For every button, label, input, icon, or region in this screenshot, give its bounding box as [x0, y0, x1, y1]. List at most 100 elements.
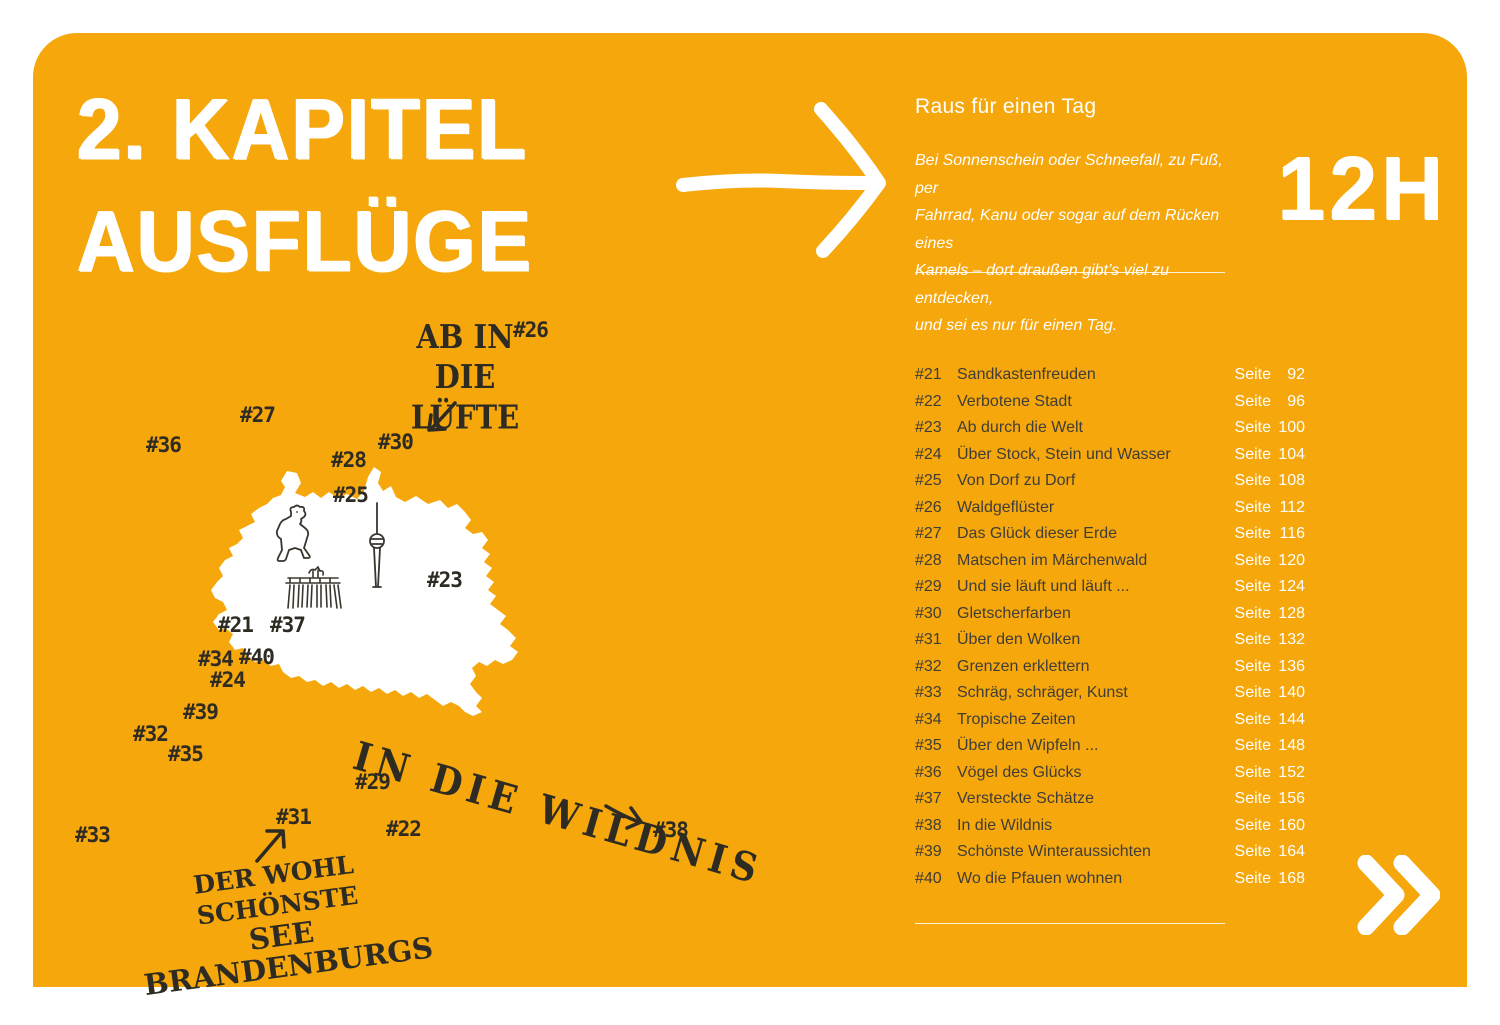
toc-row[interactable]: #21 Sandkastenfreuden Seite 92 — [915, 362, 1305, 389]
toc-page-number: 164 — [1278, 843, 1305, 860]
toc-page-number: 140 — [1278, 684, 1305, 701]
toc-page-word: Seite — [1234, 710, 1271, 728]
toc-page-word: Seite — [1234, 525, 1271, 542]
map-marker-25: #25 — [333, 483, 369, 507]
toc-item-title: Über Stock, Stein und Wasser — [957, 445, 1171, 463]
toc-item-title: Versteckte Schätze — [957, 790, 1094, 807]
toc-row[interactable]: #37 Versteckte Schätze Seite 156 — [915, 786, 1305, 813]
toc-row[interactable]: #39 Schönste Winteraussichten Seite 164 — [915, 839, 1305, 866]
toc-page-number: 92 — [1287, 366, 1305, 383]
toc-row[interactable]: #27 Das Glück dieser Erde Seite 116 — [915, 521, 1305, 548]
toc-item-number: #24 — [915, 445, 942, 463]
toc-item-title: Ab durch die Welt — [957, 419, 1083, 436]
toc-item-number: #33 — [915, 684, 942, 701]
callout-line: LÜFTE — [410, 398, 520, 437]
map-marker-32: #32 — [133, 722, 169, 746]
toc-row[interactable]: #31 Über den Wolken Seite 132 — [915, 627, 1305, 654]
callout-ab-in-die-luefte: AB IN DIE LÜFTE — [385, 317, 545, 438]
toc-page-number: 128 — [1278, 604, 1305, 622]
toc-page-word: Seite — [1234, 790, 1271, 807]
toc-row[interactable]: #26 Waldgeflüster Seite 112 — [915, 495, 1305, 522]
toc-row[interactable]: #36 Vögel des Glücks Seite 152 — [915, 760, 1305, 787]
toc-item-number: #30 — [915, 604, 942, 622]
chapter-title-line1: 2. KAPITEL — [77, 80, 529, 177]
toc-item-title: Von Dorf zu Dorf — [957, 472, 1076, 489]
toc-page-word: Seite — [1234, 763, 1271, 781]
toc-item-title: Über den Wolken — [957, 631, 1081, 648]
toc-item-page: Seite 124 — [1235, 574, 1305, 601]
toc-page-number: 156 — [1278, 790, 1305, 807]
toc-page-word: Seite — [1234, 498, 1271, 516]
toc-row[interactable]: #33 Schräg, schräger, Kunst Seite 140 — [915, 680, 1305, 707]
toc-item-page: Seite 92 — [1235, 362, 1305, 389]
toc-item-number: #39 — [915, 843, 942, 860]
toc-page-number: 168 — [1278, 869, 1305, 887]
right-down-arrow-icon — [604, 804, 643, 830]
toc-page-word: Seite — [1234, 392, 1271, 410]
toc-item-page: Seite 112 — [1235, 495, 1305, 522]
toc-item-number: #37 — [915, 790, 942, 807]
map-marker-30: #30 — [378, 430, 414, 454]
chapter-title: 2. KAPITEL AUSFLÜGE — [77, 73, 533, 298]
toc-page-word: Seite — [1234, 604, 1271, 622]
toc-row[interactable]: #23 Ab durch die Welt Seite 100 — [915, 415, 1305, 442]
toc-item-title: Schräg, schräger, Kunst — [957, 684, 1128, 701]
toc-row[interactable]: #28 Matschen im Märchenwald Seite 120 — [915, 548, 1305, 575]
toc-item-number: #28 — [915, 551, 942, 569]
brandenburg-gate-icon — [285, 565, 342, 609]
toc-item-title: Sandkastenfreuden — [957, 366, 1096, 383]
toc-page-number: 104 — [1278, 445, 1305, 463]
toc-item-page: Seite 108 — [1235, 468, 1305, 495]
toc-item-number: #32 — [915, 657, 942, 675]
toc-page-word: Seite — [1234, 551, 1271, 569]
toc-item-title: Waldgeflüster — [957, 498, 1055, 516]
right-arrow-icon — [676, 102, 886, 258]
toc-item-page: Seite 120 — [1235, 548, 1305, 575]
toc-item-page: Seite 128 — [1235, 601, 1305, 628]
toc-row[interactable]: #29 Und sie läuft und läuft ... Seite 124 — [915, 574, 1305, 601]
double-chevron-right-icon[interactable] — [1356, 855, 1440, 935]
map-marker-39: #39 — [183, 700, 219, 724]
toc-page-word: Seite — [1234, 816, 1271, 834]
map-marker-34: #34 — [198, 647, 234, 671]
map-marker-38: #38 — [653, 818, 689, 842]
toc-item-title: In die Wildnis — [957, 816, 1053, 834]
toc-row[interactable]: #30 Gletscherfarben Seite 128 — [915, 601, 1305, 628]
toc-item-page: Seite 136 — [1235, 654, 1305, 681]
toc-row[interactable]: #38 In die Wildnis Seite 160 — [915, 813, 1305, 840]
divider-bottom — [915, 923, 1225, 924]
map-marker-26: #26 — [513, 318, 549, 342]
toc-item-number: #25 — [915, 472, 942, 489]
intro-line: und sei es nur für einen Tag. — [915, 317, 1118, 334]
toc-item-page: Seite 100 — [1235, 415, 1305, 442]
toc-item-title: Und sie läuft und läuft ... — [957, 578, 1130, 595]
toc-page-word: Seite — [1234, 366, 1271, 383]
toc-item-number: #26 — [915, 498, 942, 516]
down-left-arrow-icon — [427, 401, 457, 432]
toc-row[interactable]: #25 Von Dorf zu Dorf Seite 108 — [915, 468, 1305, 495]
toc-page-number: 112 — [1279, 498, 1305, 516]
toc-row[interactable]: #40 Wo die Pfauen wohnen Seite 168 — [915, 866, 1305, 893]
toc-item-page: Seite 152 — [1235, 760, 1305, 787]
toc-row[interactable]: #34 Tropische Zeiten Seite 144 — [915, 707, 1305, 734]
toc-page-word: Seite — [1234, 657, 1271, 675]
toc-item-page: Seite 160 — [1235, 813, 1305, 840]
chapter-opener-card: 2. KAPITEL AUSFLÜGE Raus für einen Tag B… — [33, 33, 1467, 1002]
toc-page-number: 132 — [1278, 631, 1305, 648]
toc-page-word: Seite — [1234, 737, 1271, 754]
toc-row[interactable]: #22 Verbotene Stadt Seite 96 — [915, 389, 1305, 416]
map-marker-33: #33 — [75, 823, 111, 847]
toc-row[interactable]: #35 Über den Wipfeln ... Seite 148 — [915, 733, 1305, 760]
toc-row[interactable]: #32 Grenzen erklettern Seite 136 — [915, 654, 1305, 681]
toc-item-title: Tropische Zeiten — [957, 710, 1076, 728]
toc-page-word: Seite — [1234, 631, 1271, 648]
toc-item-title: Das Glück dieser Erde — [957, 525, 1118, 542]
toc-page-number: 100 — [1278, 419, 1305, 436]
toc-row[interactable]: #24 Über Stock, Stein und Wasser Seite 104 — [915, 442, 1305, 469]
toc-page-number: 144 — [1278, 710, 1305, 728]
toc-item-page: Seite 148 — [1235, 733, 1305, 760]
map-marker-36: #36 — [146, 433, 182, 457]
toc-list: #21 Sandkastenfreuden Seite 92 #22 Verbotene … — [915, 362, 1305, 892]
toc-item-page: Seite 156 — [1235, 786, 1305, 813]
